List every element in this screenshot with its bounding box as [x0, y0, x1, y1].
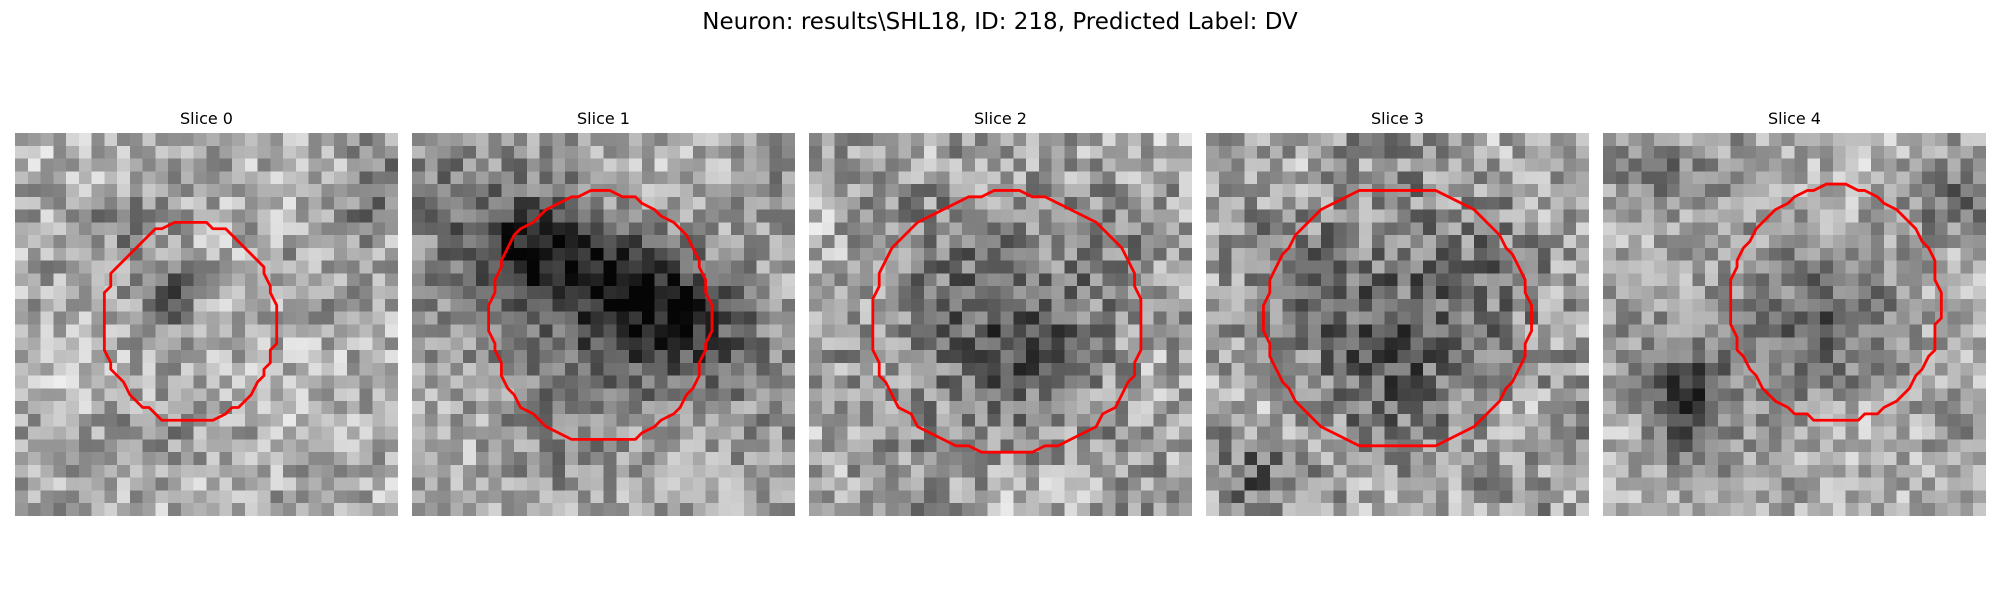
slice-title-1: Slice 1: [577, 109, 630, 128]
slice-panel-4: Slice 4: [1603, 108, 1986, 516]
slice-panel-0: Slice 0: [15, 108, 398, 516]
slice-panel-3: Slice 3: [1206, 108, 1589, 516]
figure-title: Neuron: results\SHL18, ID: 218, Predicte…: [702, 9, 1298, 35]
slice-image-2: [809, 133, 1192, 516]
slice-title-0: Slice 0: [180, 109, 233, 128]
slice-panel-1: Slice 1: [412, 108, 795, 516]
slice-image-3: [1206, 133, 1589, 516]
slice-image-1: [412, 133, 795, 516]
slice-title-2: Slice 2: [974, 109, 1027, 128]
slice-title-4: Slice 4: [1768, 109, 1821, 128]
slice-panel-2: Slice 2: [809, 108, 1192, 516]
slice-title-3: Slice 3: [1371, 109, 1424, 128]
slice-image-4: [1603, 133, 1986, 516]
slice-image-0: [15, 133, 398, 516]
